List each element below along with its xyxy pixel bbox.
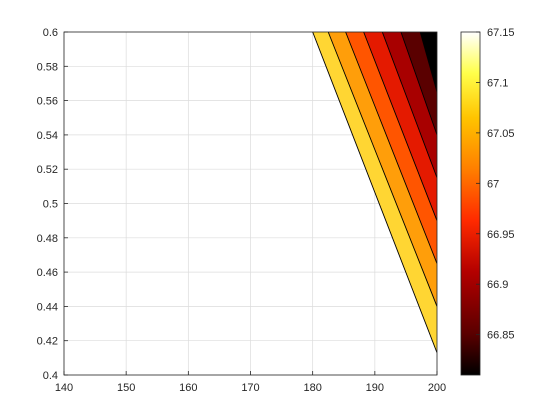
x-tick-label: 170 bbox=[241, 382, 259, 394]
contour-line bbox=[345, 32, 437, 264]
colorbar-tick-label: 66.95 bbox=[487, 229, 515, 241]
y-tick-label: 0.52 bbox=[37, 164, 58, 176]
colorbar-ticks: 66.85 66.9 66.95 67 67.05 67.1 67.15 bbox=[476, 27, 515, 342]
colorbar bbox=[460, 31, 481, 376]
contour-line bbox=[363, 32, 437, 221]
x-tick-label: 160 bbox=[179, 382, 197, 394]
x-axis-ticks: 140 150 160 170 180 190 200 bbox=[55, 371, 446, 394]
contour-line bbox=[327, 32, 437, 307]
x-tick-label: 150 bbox=[117, 382, 135, 394]
y-tick-label: 0.54 bbox=[37, 130, 58, 142]
y-tick-label: 0.5 bbox=[43, 199, 58, 211]
x-tick-label: 190 bbox=[366, 382, 384, 394]
colorbar-tick-label: 67.15 bbox=[487, 27, 515, 39]
contour-line bbox=[419, 32, 437, 93]
x-tick-label: 200 bbox=[428, 382, 446, 394]
colorbar-tick-label: 67 bbox=[487, 178, 499, 190]
y-tick-label: 0.4 bbox=[43, 370, 58, 382]
contour-line bbox=[381, 32, 437, 178]
colorbar-tick-label: 67.05 bbox=[487, 128, 515, 140]
contour-line bbox=[312, 32, 437, 353]
colorbar-tick-label: 66.85 bbox=[487, 330, 515, 342]
contour-lines bbox=[312, 32, 437, 353]
contour-line bbox=[400, 32, 437, 136]
colorbar-tick-label: 67.1 bbox=[487, 77, 508, 89]
y-tick-label: 0.46 bbox=[37, 267, 58, 279]
x-tick-label: 140 bbox=[55, 382, 73, 394]
y-tick-label: 0.48 bbox=[37, 233, 58, 245]
y-tick-label: 0.6 bbox=[43, 27, 58, 39]
y-tick-label: 0.44 bbox=[37, 301, 58, 313]
y-axis-ticks: 0.4 0.42 0.44 0.46 0.48 0.5 0.52 0.54 0.56 0.58 0.… bbox=[37, 27, 68, 382]
x-tick-label: 180 bbox=[303, 382, 321, 394]
y-tick-label: 0.58 bbox=[37, 61, 58, 73]
y-tick-label: 0.42 bbox=[37, 336, 58, 348]
y-tick-label: 0.56 bbox=[37, 96, 58, 108]
colorbar-tick-label: 66.9 bbox=[487, 279, 508, 291]
